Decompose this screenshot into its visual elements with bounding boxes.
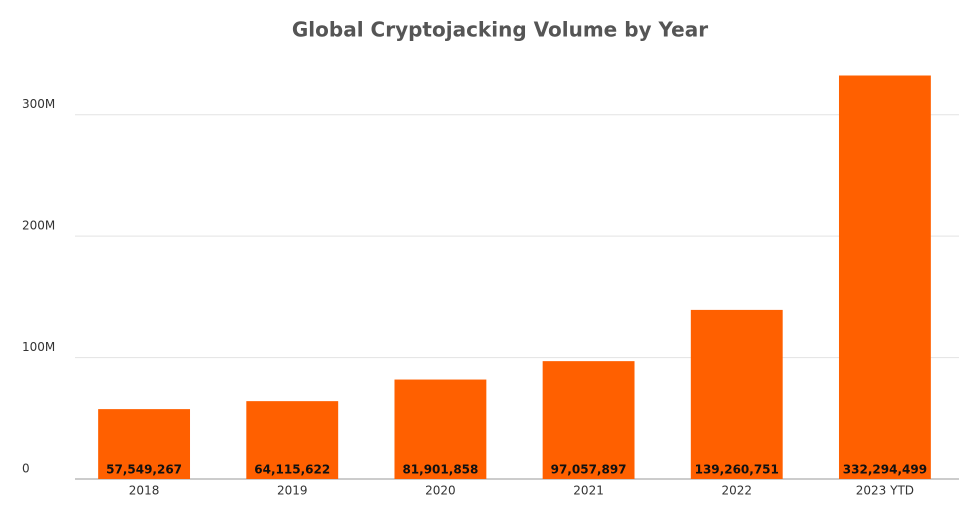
x-tick-label: 2020 [425,484,456,498]
data-label: 81,901,858 [402,463,478,477]
chart-title: Global Cryptojacking Volume by Year [292,18,708,42]
data-label: 64,115,622 [254,463,330,477]
y-tick-label: 300M [22,97,55,111]
data-label: 57,549,267 [106,463,182,477]
x-tick-label: 2023 YTD [856,484,914,498]
data-label: 139,260,751 [695,463,779,477]
bar [838,75,931,479]
x-tick-label: 2022 [721,484,752,498]
bar [98,409,191,479]
y-tick-label: 200M [22,219,55,233]
bar [690,309,783,479]
y-tick-label: 100M [22,340,55,354]
bar [246,401,339,479]
x-tick-label: 2018 [129,484,160,498]
data-label: 332,294,499 [843,463,927,477]
bar [394,379,487,479]
x-tick-label: 2019 [277,484,308,498]
y-tick-label: 0 [22,462,30,476]
x-tick-label: 2021 [573,484,604,498]
data-label: 97,057,897 [551,463,627,477]
bar [542,361,635,479]
